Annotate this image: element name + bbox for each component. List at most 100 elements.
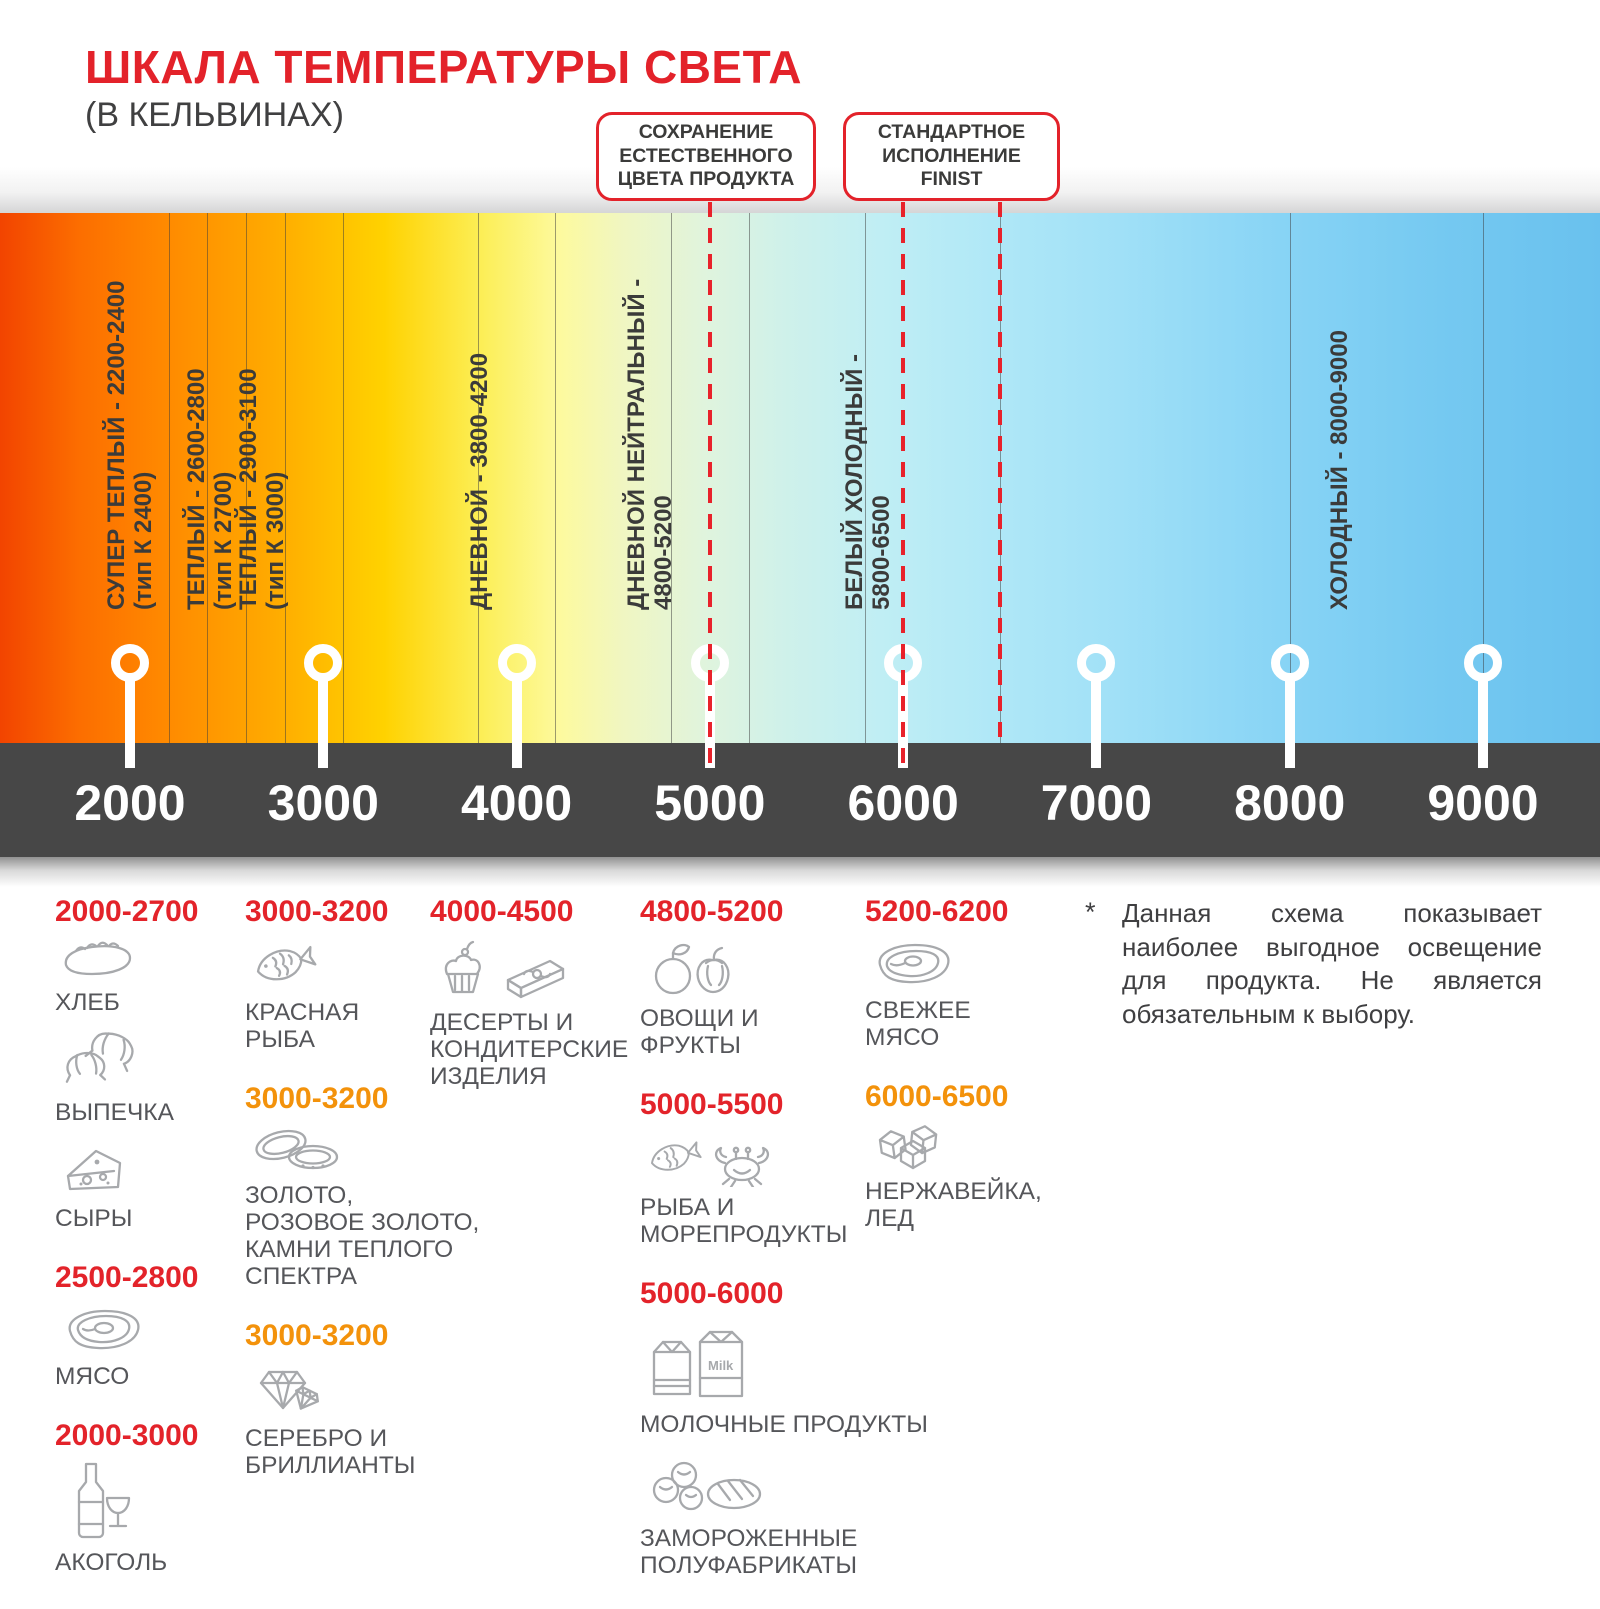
vegetables-icon [646,936,970,1003]
category-range: 2500-2800 [55,1261,199,1294]
pin-ring [111,644,149,682]
axis-tick-label: 4000 [460,775,573,831]
category-range: 4000-4500 [430,895,574,928]
axis-tick-label: 9000 [1427,775,1539,831]
pin-stem [1091,679,1102,768]
category-item: МЯСО [55,1302,235,1390]
category-item-label: АКОГОЛЬ [55,1549,168,1576]
category-block: 5200-6200 СВЕЖЕЕ МЯСО [865,896,1085,1052]
segment-label: ДНЕВНОЙ НЕЙТРАЛЬНЫЙ - 4800-5200 [623,278,677,610]
category-block: 2500-2800 МЯСО [55,1261,235,1391]
category-block: 3000-3200 ЗОЛОТО, РОЗОВОЕ ЗОЛОТО, КАМНИ Т… [245,1082,480,1291]
category-item-label: ЗАМОРОЖЕННЫЕ ПОЛУФАБРИКАТЫ [640,1525,858,1579]
guide-dashed-line [707,202,712,772]
axis-tick-label: 2000 [74,775,186,831]
svg-text:Milk: Milk [708,1358,734,1373]
category-item-label: НЕРЖАВЕЙКА, ЛЕД [865,1178,1042,1232]
category-range: 3000-3200 [245,1319,389,1352]
segment-boundary-line [207,213,209,743]
pin-ring [497,644,536,682]
segment-boundary-line [1289,213,1291,743]
callout-finist: СТАНДАРТНОЕ ИСПОЛНЕНИЕ FINIST [843,112,1060,201]
pin-ring [1464,644,1502,682]
category-column: 4800-5200 ОВОЩИ И ФРУКТЫ 5000-5500 РЫБА И М… [640,896,970,1609]
segment-boundary-line [671,213,673,743]
category-item-label: МЯСО [55,1363,130,1390]
pin-ring [304,644,343,682]
ice-icon [871,1121,1085,1176]
category-item: ВЫПЕЧКА [55,1030,235,1126]
category-range: 2000-2700 [55,895,199,928]
footnote-text: Данная схема показывает наиболее выгодно… [1122,898,1542,1029]
guide-dashed-line [997,202,1002,744]
alcohol-icon [61,1460,235,1547]
temperature-gradient [0,213,1600,743]
segment-label: БЕЛЫЙ ХОЛОДНЫЙ - 5800-6500 [841,354,895,610]
axis-tick-label: 5000 [654,775,766,831]
pin-stem [1478,679,1488,768]
category-block: 6000-6500 НЕРЖАВЕЙКА, ЛЕД [865,1081,1085,1233]
segment-boundary-line [748,213,750,743]
footnote-marker: * [1085,897,1096,927]
seafood-icon [646,1129,970,1192]
gold-rings-icon [251,1123,480,1180]
category-item: АКОГОЛЬ [55,1460,235,1576]
category-item: РЫБА И МОРЕПРОДУКТЫ [640,1129,970,1248]
fresh-meat-icon [871,936,1085,995]
category-item-label: ХЛЕБ [55,989,120,1016]
segment-label: ХОЛОДНЫЙ - 8000-9000 [1325,330,1353,610]
page-subtitle: (В КЕЛЬВИНАХ) [85,96,344,134]
category-range: 3000-3200 [245,895,389,928]
pin-stem [125,679,135,768]
segment-label: ТЕПЛЫЙ - 2900-3100 (тип К 3000) [235,368,289,610]
category-item: СЫРЫ [55,1140,235,1232]
category-column: 2000-2700 ХЛЕБ ВЫПЕЧКА СЫРЫ 2500-2800 МЯСО 200… [55,896,235,1606]
axis-tick-label: 6000 [847,775,959,831]
category-item-label: СЫРЫ [55,1205,133,1232]
category-item-label: ЗОЛОТО, РОЗОВОЕ ЗОЛОТО, КАМНИ ТЕПЛОГО СП… [245,1182,480,1290]
milk-icon: Milk [646,1318,970,1409]
segment-boundary-line [555,213,557,743]
segment-boundary-line [1483,213,1484,743]
category-range: 4800-5200 [640,895,784,928]
segment-boundary-line [284,213,286,743]
category-item-label: РЫБА И МОРЕПРОДУКТЫ [640,1194,848,1248]
axis-tick-label: 7000 [1040,775,1153,831]
axis-tick-label: 3000 [267,775,379,831]
category-range: 3000-3200 [245,1082,389,1115]
segment-boundary-line [168,213,170,743]
callout-natural-color: СОХРАНЕНИЕ ЕСТЕСТВЕННОГО ЦВЕТА ПРОДУКТА [596,112,816,201]
category-range: 2000-3000 [55,1419,199,1452]
frozen-icon [646,1452,970,1523]
category-item: ХЛЕБ [55,936,235,1016]
category-column: 3000-3200 КРАСНАЯ РЫБА 3000-3200 ЗОЛОТО, РО… [245,896,480,1509]
segment-label: ТЕПЛЫЙ - 2600-2800 (тип К 2700) [183,368,237,610]
pin-stem [511,679,522,768]
kelvin-axis-bar [0,743,1600,857]
category-item-label: СЕРЕБРО И БРИЛЛИАНТЫ [245,1425,416,1479]
diamonds-icon [251,1360,480,1423]
category-range: 5000-5500 [640,1088,784,1121]
category-item-label: СВЕЖЕЕ МЯСО [865,997,971,1051]
segment-boundary-line [477,213,479,743]
category-item: КРАСНАЯ РЫБА [245,936,480,1053]
pin-ring [1077,644,1116,682]
category-block: 2000-3000 АКОГОЛЬ [55,1419,235,1577]
category-block: 5000-5500 РЫБА И МОРЕПРОДУКТЫ [640,1088,970,1249]
category-block: 3000-3200 КРАСНАЯ РЫБА [245,895,480,1054]
page-title: ШКАЛА ТЕМПЕРАТУРЫ СВЕТА [85,41,803,93]
cheese-icon [61,1140,235,1203]
category-range: 5000-6000 [640,1277,784,1310]
category-item-label: ВЫПЕЧКА [55,1099,174,1126]
bottom-shadow [0,857,1600,887]
axis-tick-label: 8000 [1234,775,1346,831]
guide-dashed-line [901,202,906,772]
category-item: НЕРЖАВЕЙКА, ЛЕД [865,1121,1085,1232]
category-block: 2000-2700 ХЛЕБ ВЫПЕЧКА СЫРЫ [55,895,235,1233]
pin-stem [1284,679,1295,768]
segment-boundary-line [342,213,344,743]
category-item: ЗОЛОТО, РОЗОВОЕ ЗОЛОТО, КАМНИ ТЕПЛОГО СП… [245,1123,480,1290]
category-item-label: МОЛОЧНЫЕ ПРОДУКТЫ [640,1411,928,1438]
croissant-icon [61,1030,235,1097]
